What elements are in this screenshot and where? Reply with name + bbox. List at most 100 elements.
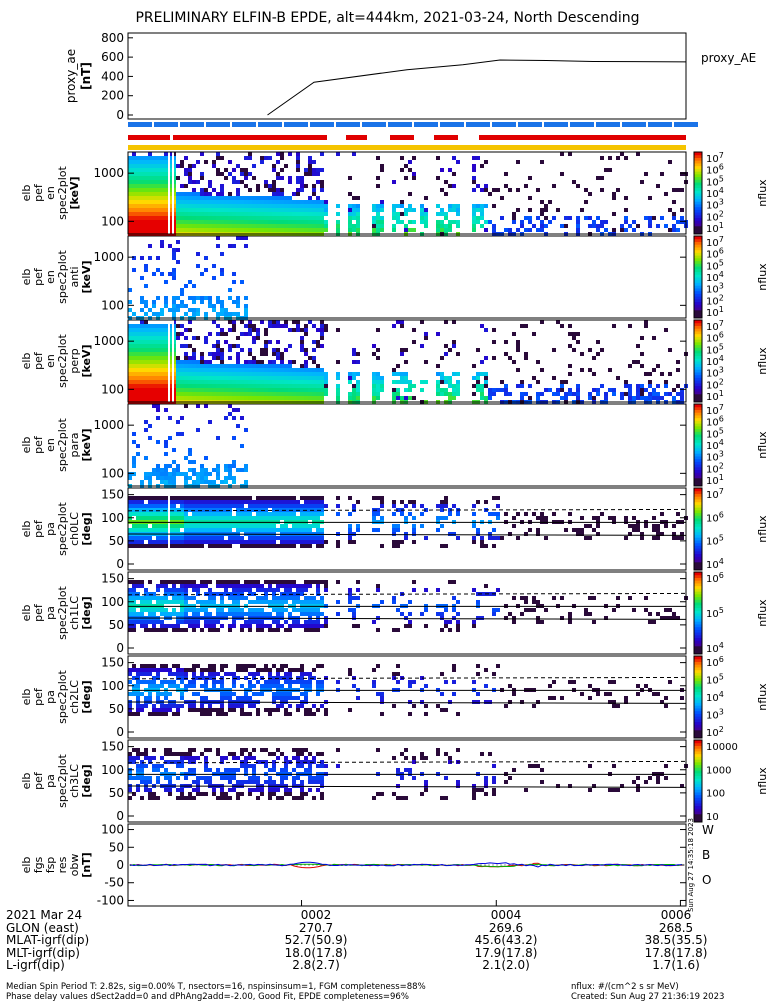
spectrogram-cell	[584, 200, 588, 204]
y-tick-label: 800	[101, 31, 124, 45]
spectrogram-cell	[136, 188, 140, 192]
spectrogram-cell	[552, 680, 556, 684]
spectrogram-cell	[304, 596, 308, 600]
spectrogram-cell	[476, 616, 480, 620]
spectrogram-cell	[140, 504, 144, 508]
spectrogram-cell	[224, 524, 228, 528]
spectrogram-cell	[376, 496, 380, 500]
spectrogram-cell	[240, 504, 244, 508]
spectrogram-cell	[280, 504, 284, 508]
spectrogram-cell	[512, 216, 516, 220]
spectrogram-cell	[188, 504, 192, 508]
spectrogram-cell	[240, 624, 244, 628]
spectrogram-cell	[192, 212, 196, 216]
spectrogram-cell	[144, 356, 148, 360]
spectrogram-cell	[272, 764, 276, 768]
spectrogram-cell	[276, 536, 280, 540]
spectrogram-cell	[236, 304, 240, 308]
spectrogram-cell	[188, 384, 192, 388]
spectrogram-cell	[244, 712, 248, 716]
spectrogram-cell	[440, 500, 444, 504]
spectrogram-cell	[296, 704, 300, 708]
spectrogram-cell	[408, 620, 412, 624]
spectrogram-cell	[140, 296, 144, 300]
spectrogram-cell	[248, 348, 252, 352]
spectrogram-cell	[200, 352, 204, 356]
spectrogram-cell	[636, 528, 640, 532]
spectrogram-cell	[180, 704, 184, 708]
spectrogram-cell	[244, 464, 248, 468]
spectrogram-cell	[672, 188, 676, 192]
spectrogram-cell	[236, 756, 240, 760]
spectrogram-cell	[144, 664, 148, 668]
spectrogram-cell	[196, 592, 200, 596]
spectrogram-cell	[176, 672, 180, 676]
spectrogram-cell	[140, 300, 144, 304]
spectrogram-cell	[132, 360, 136, 364]
spectrogram-cell	[164, 332, 168, 336]
spectrogram-cell	[572, 332, 576, 336]
spectrogram-cell	[136, 360, 140, 364]
spectrogram-cell	[140, 668, 144, 672]
spectrogram-cell	[296, 176, 300, 180]
spectrogram-cell	[176, 304, 180, 308]
spectrogram-cell	[244, 540, 248, 544]
spectrogram-cell	[220, 664, 224, 668]
spectrogram-cell	[156, 600, 160, 604]
spectrogram-cell	[656, 692, 660, 696]
spectrogram-cell	[232, 676, 236, 680]
spectrogram-cell	[236, 224, 240, 228]
spectrogram-cell	[180, 692, 184, 696]
spectrogram-cell	[292, 608, 296, 612]
spectrogram-cell	[292, 624, 296, 628]
spectrogram-cell	[276, 392, 280, 396]
spectrogram-cell	[180, 416, 184, 420]
spectrogram-cell	[176, 500, 180, 504]
spectrogram-cell	[476, 204, 480, 208]
spectrogram-cell	[448, 384, 452, 388]
spectrogram-cell	[312, 200, 316, 204]
spectrogram-cell	[192, 668, 196, 672]
spectrogram-cell	[152, 528, 156, 532]
spectrogram-cell	[524, 392, 528, 396]
spectrogram-cell	[244, 624, 248, 628]
spectrogram-cell	[152, 612, 156, 616]
spectrogram-cell	[216, 352, 220, 356]
spectrogram-cell	[300, 612, 304, 616]
spectrogram-cell	[280, 324, 284, 328]
spectrogram-cell	[180, 384, 184, 388]
spectrogram-cell	[528, 384, 532, 388]
spectrogram-cell	[244, 372, 248, 376]
spectrogram-cell	[300, 380, 304, 384]
spectrogram-cell	[276, 580, 280, 584]
spectrogram-cell	[240, 168, 244, 172]
spectrogram-cell	[308, 356, 312, 360]
spectrogram-cell	[128, 216, 132, 220]
spectrogram-cell	[452, 608, 456, 612]
spectrogram-cell	[248, 792, 252, 796]
spectrogram-cell	[444, 708, 448, 712]
spectrogram-cell	[316, 380, 320, 384]
spectrogram-cell	[216, 216, 220, 220]
spectrogram-cell	[308, 612, 312, 616]
spectrogram-cell	[224, 372, 228, 376]
spectrogram-cell	[200, 792, 204, 796]
spectrogram-cell	[292, 216, 296, 220]
spectrogram-cell	[156, 404, 160, 408]
spectrogram-cell	[140, 512, 144, 516]
spectrogram-cell	[264, 348, 268, 352]
spectrogram-cell	[544, 608, 548, 612]
spectrogram-cell	[268, 512, 272, 516]
spectrogram-cell	[232, 480, 236, 484]
spectrogram-cell	[572, 348, 576, 352]
spectrogram-cell	[212, 496, 216, 500]
spectrogram-cell	[672, 212, 676, 216]
spectrogram-cell	[212, 384, 216, 388]
spectrogram-cell	[284, 392, 288, 396]
spectrogram-cell	[316, 708, 320, 712]
spectrogram-cell	[524, 596, 528, 600]
spectrogram-cell	[244, 392, 248, 396]
spectrogram-cell	[264, 780, 268, 784]
spectrogram-cell	[232, 768, 236, 772]
